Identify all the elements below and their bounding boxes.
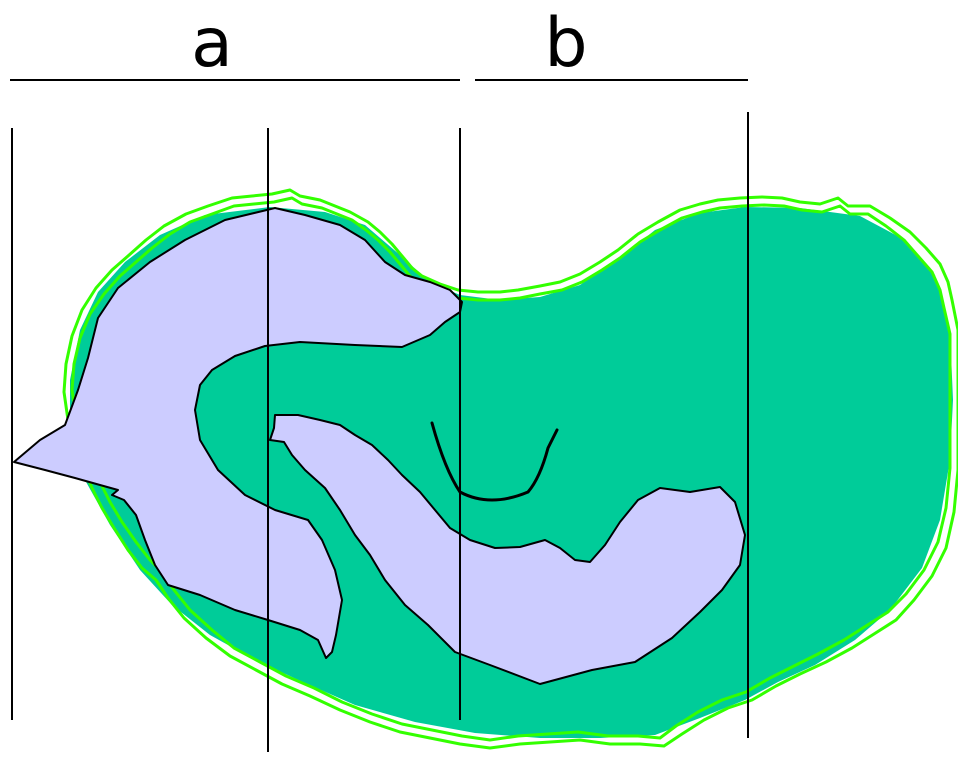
center-curve — [430, 421, 559, 502]
upper-lavender-region — [13, 207, 463, 659]
inner-lavender-tube — [269, 414, 746, 685]
label-b: b — [544, 4, 587, 83]
label-a: a — [191, 4, 233, 83]
